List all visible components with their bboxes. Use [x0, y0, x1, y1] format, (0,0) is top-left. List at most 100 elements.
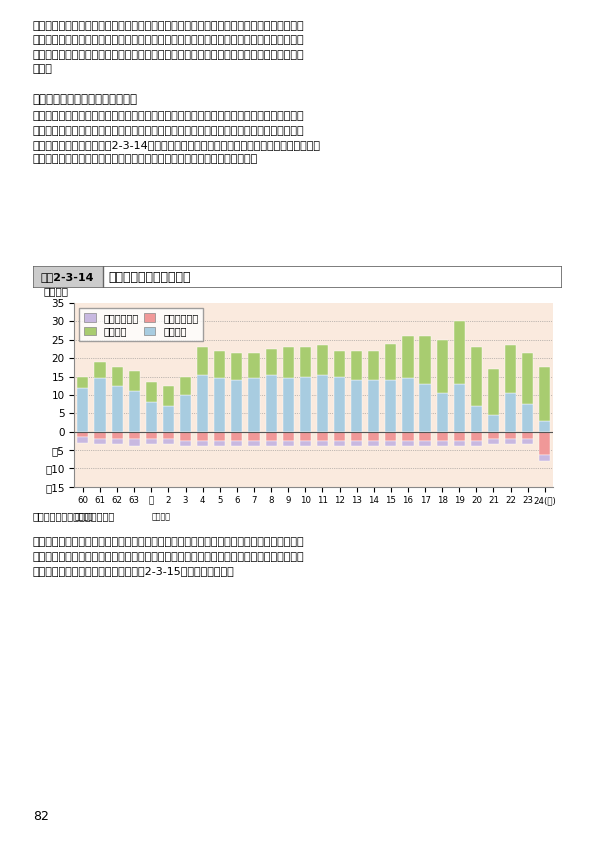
Bar [402, 336, 414, 378]
Bar [419, 441, 431, 446]
Bar [539, 367, 550, 421]
Bar [522, 353, 533, 404]
Bar [522, 439, 533, 445]
Text: （昭和）: （昭和） [74, 512, 93, 521]
Bar [539, 432, 550, 456]
Bar [454, 384, 465, 432]
Bar [34, 267, 102, 287]
Bar [180, 432, 191, 441]
Bar [368, 432, 379, 441]
Bar [419, 384, 431, 432]
Bar [214, 432, 226, 441]
Bar [437, 441, 447, 446]
Text: （平成）: （平成） [151, 512, 170, 521]
Bar [505, 432, 516, 439]
Bar [386, 381, 396, 432]
Bar [317, 441, 328, 446]
Bar [351, 441, 362, 446]
Bar [77, 376, 89, 387]
Bar [163, 406, 174, 432]
Bar [265, 375, 277, 432]
Bar [249, 353, 259, 378]
Bar [437, 393, 447, 432]
Text: 我が国の経常収支の推移: 我が国の経常収支の推移 [108, 270, 190, 284]
Bar [471, 347, 482, 406]
Bar [129, 432, 140, 439]
Bar [454, 441, 465, 446]
Bar [368, 441, 379, 446]
Bar [386, 344, 396, 381]
Bar [437, 432, 447, 441]
Bar [317, 345, 328, 375]
Bar [505, 393, 516, 432]
Bar [505, 439, 516, 445]
Bar [300, 347, 311, 376]
Bar [386, 441, 396, 446]
Bar [180, 376, 191, 395]
Bar [522, 432, 533, 439]
Bar [249, 378, 259, 432]
Bar [231, 432, 242, 441]
Bar [146, 382, 157, 402]
Bar [283, 347, 294, 378]
Text: （我が国からの海外展開の動向）: （我が国からの海外展開の動向） [33, 93, 137, 105]
Text: 我が国の経常収支の動向を見ると、所得収支の黒字が経常収支の黒字を支えており、我が
国が、輸出以上に海外投資が生み出す利子や配当によって所得を得る経済構造に変化し: 我が国の経常収支の動向を見ると、所得収支の黒字が経常収支の黒字を支えており、我が… [33, 111, 321, 164]
Bar [146, 402, 157, 432]
Bar [95, 432, 105, 439]
Bar [163, 386, 174, 406]
Bar [437, 340, 447, 393]
Bar [249, 432, 259, 441]
Bar [112, 386, 123, 432]
Bar [197, 347, 208, 375]
FancyBboxPatch shape [33, 266, 562, 288]
Bar [283, 432, 294, 441]
Bar [488, 439, 499, 445]
Bar [454, 432, 465, 441]
Bar [231, 381, 242, 432]
Text: こうした状況の中、我が国の不動産市場のグローバル化が進む一方で、我が国から海外へ
の投資も活発化してきており、住宅・商業施設等の開発を中心にアジアをはじめとする: こうした状況の中、我が国の不動産市場のグローバル化が進む一方で、我が国から海外へ… [33, 537, 305, 576]
Bar [77, 437, 89, 443]
Text: 82: 82 [33, 811, 49, 823]
Bar [334, 432, 345, 441]
Bar [163, 439, 174, 445]
Bar [77, 387, 89, 432]
Text: 以上を整理すると、我が国市場への評価は前回調査よりも総じて改善しており、海外投資
家による投資意欲も高い。今後、情報の充実度や透明性などの課題を改善するとともに: 以上を整理すると、我が国市場への評価は前回調査よりも総じて改善しており、海外投資… [33, 21, 305, 74]
Bar [454, 322, 465, 384]
Bar [112, 432, 123, 439]
Bar [180, 441, 191, 446]
Bar [300, 441, 311, 446]
Bar [265, 349, 277, 375]
Bar [231, 353, 242, 381]
Bar [265, 441, 277, 446]
Bar [214, 441, 226, 446]
Bar [146, 439, 157, 445]
Bar [368, 351, 379, 381]
Bar [368, 381, 379, 432]
Text: 資料：財務省「国際収支統計」: 資料：財務省「国際収支統計」 [33, 511, 115, 521]
Bar [505, 345, 516, 393]
Bar [402, 432, 414, 441]
Bar [471, 406, 482, 432]
Bar [197, 432, 208, 441]
Bar [129, 371, 140, 392]
Bar [163, 432, 174, 439]
Bar [180, 395, 191, 432]
Bar [283, 378, 294, 432]
Bar [471, 441, 482, 446]
Bar [231, 441, 242, 446]
Bar [351, 381, 362, 432]
Bar [129, 439, 140, 445]
Bar [112, 439, 123, 445]
Bar [522, 404, 533, 432]
Bar [488, 432, 499, 439]
Bar [317, 432, 328, 441]
Bar [214, 351, 226, 378]
Bar [402, 441, 414, 446]
Bar [334, 441, 345, 446]
Bar [419, 432, 431, 441]
Text: 図表2-3-14: 図表2-3-14 [41, 272, 95, 282]
Bar [471, 432, 482, 441]
Bar [214, 378, 226, 432]
Bar [197, 375, 208, 432]
Bar [95, 439, 105, 445]
